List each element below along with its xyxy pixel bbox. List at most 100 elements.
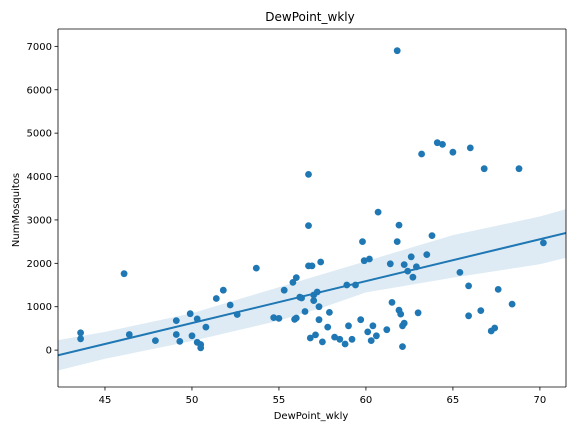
data-point-22: [275, 315, 283, 322]
data-point-69: [397, 310, 405, 318]
data-point-53: [357, 316, 365, 324]
data-point-60: [373, 332, 380, 340]
data-point-55: [360, 257, 368, 265]
chart-title: DewPoint_wkly: [265, 10, 354, 24]
data-point-20: [252, 264, 260, 272]
data-point-81: [428, 232, 436, 240]
x-tick-label: 45: [99, 395, 112, 406]
data-point-47: [336, 335, 344, 343]
data-point-89: [477, 307, 485, 314]
data-point-64: [388, 299, 396, 306]
data-point-23: [280, 286, 288, 294]
plot-content: [58, 47, 566, 371]
data-point-63: [386, 260, 394, 268]
data-point-3: [120, 270, 128, 278]
data-point-8: [176, 338, 184, 345]
data-point-17: [219, 286, 227, 294]
data-point-59: [369, 322, 377, 330]
y-axis: 0 1000 2000 3000 4000 5000 6000 7000: [27, 42, 58, 357]
x-tick-label: 60: [360, 395, 373, 406]
data-point-26: [292, 274, 300, 281]
data-point-86: [465, 282, 472, 290]
confidence-band: [58, 209, 566, 371]
data-point-37: [310, 297, 318, 304]
y-tick-label: 7000: [27, 42, 52, 53]
y-axis-label: NumMosquitos: [11, 173, 22, 247]
data-point-84: [449, 148, 457, 156]
data-point-54: [359, 238, 366, 246]
data-point-30: [301, 308, 309, 315]
data-point-95: [515, 165, 523, 173]
data-point-24: [289, 279, 297, 286]
data-point-92: [491, 324, 499, 332]
data-point-9: [186, 310, 194, 318]
data-point-66: [393, 238, 401, 246]
data-point-71: [399, 343, 406, 350]
data-point-76: [409, 273, 417, 281]
data-point-48: [341, 340, 349, 348]
data-point-41: [315, 303, 323, 311]
data-point-6: [172, 317, 180, 324]
data-point-21: [270, 314, 278, 321]
data-point-4: [125, 331, 133, 338]
y-tick-label: 2000: [27, 259, 52, 270]
data-point-61: [374, 208, 382, 216]
data-point-72: [400, 261, 408, 268]
data-point-90: [480, 165, 488, 173]
x-tick-label: 50: [186, 395, 199, 406]
data-point-34: [306, 334, 314, 342]
data-point-5: [152, 337, 159, 344]
data-point-80: [423, 251, 431, 258]
data-point-88: [466, 144, 474, 152]
y-tick-label: 4000: [27, 172, 52, 183]
axes-frame: [57, 28, 567, 388]
data-point-75: [407, 253, 415, 261]
data-point-85: [456, 269, 464, 276]
data-point-96: [540, 239, 547, 247]
data-point-40: [315, 316, 323, 324]
data-point-58: [367, 337, 375, 344]
y-tick-label: 1000: [27, 302, 52, 313]
y-tick-label: 3000: [27, 215, 52, 226]
data-point-45: [326, 309, 333, 316]
data-point-2: [77, 335, 84, 343]
data-point-83: [439, 141, 446, 148]
data-point-50: [345, 322, 352, 330]
data-point-31: [305, 171, 312, 178]
data-point-27: [292, 314, 300, 322]
data-point-14: [197, 344, 205, 352]
data-point-38: [312, 331, 319, 339]
y-tick-label: 6000: [27, 85, 52, 96]
x-tick-label: 55: [273, 395, 286, 406]
data-point-1: [77, 329, 84, 337]
x-axis: 45 50 55 60 65 70: [99, 387, 547, 406]
data-point-18: [226, 301, 234, 309]
data-point-35: [308, 262, 316, 270]
data-point-44: [324, 323, 332, 331]
data-point-87: [465, 312, 472, 320]
data-point-16: [212, 295, 220, 302]
x-axis-label: DewPoint_wkly: [274, 411, 349, 422]
data-point-57: [366, 255, 373, 263]
plot-area: [57, 28, 567, 388]
data-point-65: [393, 47, 401, 55]
data-point-62: [383, 326, 391, 334]
y-tick-label: 5000: [27, 129, 52, 140]
data-point-94: [508, 300, 516, 308]
y-tick-label: 0: [46, 346, 52, 357]
data-point-67: [395, 221, 403, 229]
data-point-46: [331, 333, 338, 341]
x-tick-label: 65: [447, 395, 460, 406]
data-point-93: [494, 286, 502, 293]
data-point-32: [305, 222, 312, 230]
data-point-56: [364, 328, 372, 336]
data-point-82: [433, 139, 441, 147]
data-point-10: [188, 332, 196, 340]
data-point-7: [172, 331, 180, 338]
data-point-79: [418, 150, 425, 158]
data-point-43: [319, 338, 326, 346]
x-tick-label: 70: [534, 395, 547, 406]
data-point-73: [400, 319, 408, 327]
